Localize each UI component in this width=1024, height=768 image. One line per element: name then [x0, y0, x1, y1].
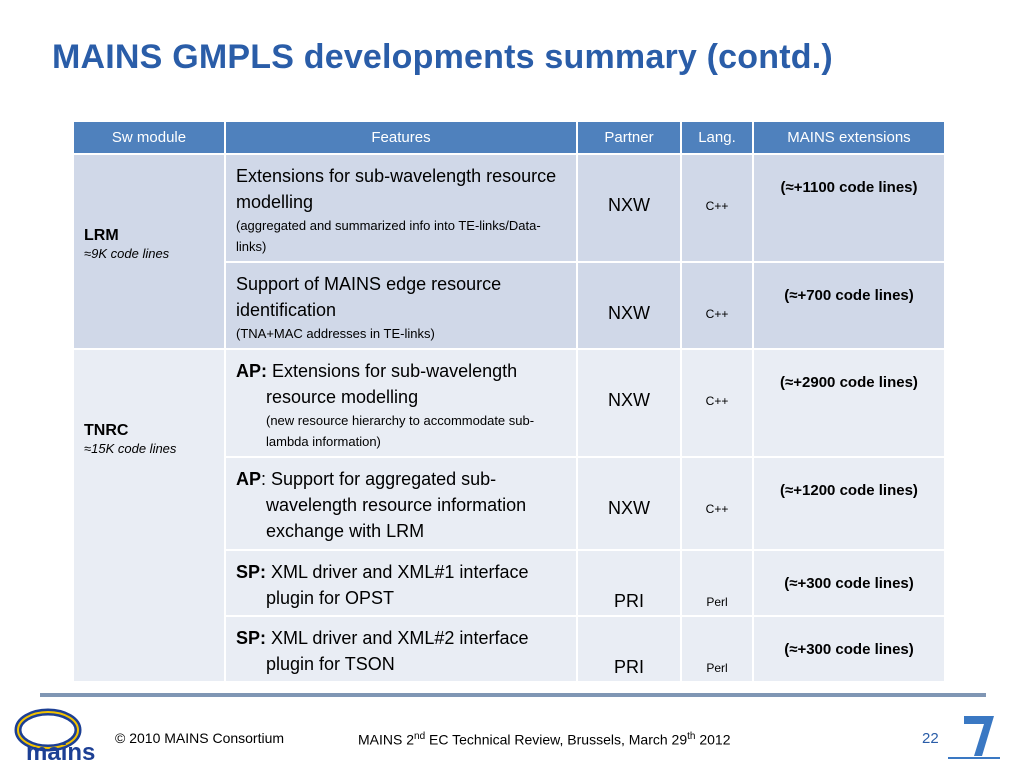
feature-detail: (TNA+MAC addresses in TE-links)	[236, 326, 435, 341]
lang-cell: Perl	[680, 615, 754, 683]
table-row: Support of MAINS edge resource identific…	[73, 261, 946, 350]
review-part: MAINS 2	[358, 731, 415, 748]
extensions-cell: (≈+1200 code lines)	[752, 456, 946, 551]
feature-text: Extensions for sub-wavelength resource m…	[266, 361, 518, 407]
table-row: LRM ≈9K code lines Extensions for sub-wave…	[72, 153, 946, 350]
partner-cell: NXW	[576, 153, 682, 263]
partner-cell: NXW	[576, 456, 682, 551]
footer-rule	[40, 693, 986, 697]
partner-cell: PRI	[576, 615, 682, 683]
feature-lead: SP:	[236, 562, 267, 582]
table-row: TNRC ≈15K code lines AP: Extensions for su…	[72, 348, 946, 683]
feature-text: XML driver and XML#1 interface plugin fo…	[266, 562, 529, 608]
page-number: 22	[922, 730, 939, 747]
review-part: nd	[414, 731, 426, 742]
table-body: LRM ≈9K code lines Extensions for sub-wave…	[72, 153, 946, 683]
module-cell: TNRC ≈15K code lines	[72, 348, 226, 683]
mains-logo: mains	[14, 708, 95, 764]
features-cell: Support of MAINS edge resource identific…	[224, 261, 578, 350]
features-cell: AP: Support for aggregated sub-wavelengt…	[224, 456, 578, 551]
feature-detail: (aggregated and summarized info into TE-…	[236, 218, 541, 254]
feature-lead: AP:	[236, 361, 267, 381]
lang-cell: Perl	[680, 549, 754, 617]
fp7-logo	[948, 716, 1000, 759]
header-cell: Lang.	[680, 120, 754, 155]
logo-ring-accent	[17, 711, 79, 749]
extensions-cell: (≈+1100 code lines)	[752, 153, 946, 263]
lang-cell: C++	[680, 261, 754, 350]
fp7-seven	[964, 716, 994, 756]
review-text: MAINS 2nd EC Technical Review, Brussels,…	[358, 731, 731, 748]
feature-text: Extensions for sub-wavelength resource m…	[236, 166, 557, 212]
module-note: ≈15K code lines	[84, 441, 177, 456]
slide-title: MAINS GMPLS developments summary (contd.…	[52, 38, 833, 76]
extensions-cell: (≈+300 code lines)	[752, 615, 946, 683]
extensions-cell: (≈+700 code lines)	[752, 261, 946, 350]
feature-text: : Support for aggregated sub-wavelength …	[261, 469, 527, 541]
module-name: LRM	[84, 227, 119, 244]
header-cell: Sw module	[72, 120, 226, 155]
features-cell: SP: XML driver and XML#1 interface plugi…	[224, 549, 578, 617]
table-row: SP: XML driver and XML#1 interface plugi…	[73, 549, 946, 617]
module-name: TNRC	[84, 422, 129, 439]
feature-detail: (new resource hierarchy to accommodate s…	[266, 413, 535, 449]
module-cell: LRM ≈9K code lines	[72, 153, 226, 350]
extensions-cell: (≈+300 code lines)	[752, 549, 946, 617]
logo-text: mains	[26, 739, 95, 764]
extensions-cell: (≈+2900 code lines)	[752, 348, 946, 458]
partner-cell: NXW	[576, 261, 682, 350]
feature-lead: AP	[236, 469, 262, 489]
review-part: EC Technical Review, Brussels, March 29	[425, 731, 688, 748]
header-cell: Partner	[576, 120, 682, 155]
features-cell: AP: Extensions for sub-wavelength resour…	[224, 348, 578, 458]
header-cell: Features	[224, 120, 578, 155]
header-cell: MAINS extensions	[752, 120, 946, 155]
lang-cell: C++	[680, 348, 754, 458]
features-cell: SP: XML driver and XML#2 interface plugi…	[224, 615, 578, 683]
table-row: SP: XML driver and XML#2 interface plugi…	[73, 615, 946, 683]
feature-lead: SP:	[236, 628, 267, 648]
review-part: 2012	[695, 731, 731, 748]
module-note: ≈9K code lines	[84, 246, 170, 261]
features-cell: Extensions for sub-wavelength resource m…	[224, 153, 578, 263]
table-row: AP: Support for aggregated sub-wavelengt…	[73, 456, 946, 551]
feature-text: XML driver and XML#2 interface plugin fo…	[266, 628, 529, 674]
partner-cell: PRI	[576, 549, 682, 617]
lang-cell: C++	[680, 456, 754, 551]
copyright: © 2010 MAINS Consortium	[115, 730, 285, 746]
feature-text: Support of MAINS edge resource identific…	[236, 274, 502, 320]
summary-table: Sw module Features Partner Lang. MAINS exten…	[72, 120, 946, 683]
header-row: Sw module Features Partner Lang. MAINS exten…	[72, 120, 946, 155]
partner-cell: NXW	[576, 348, 682, 458]
review-part: th	[687, 731, 696, 742]
lang-cell: C++	[680, 153, 754, 263]
